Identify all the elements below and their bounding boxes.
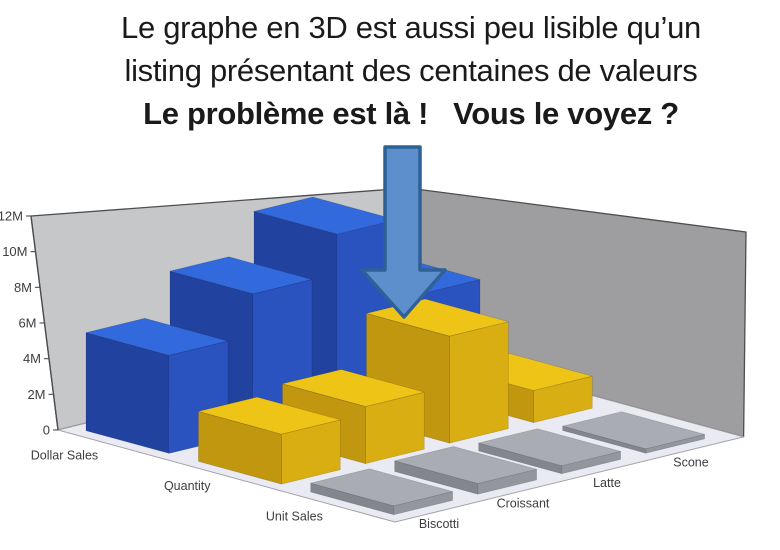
y-tick-label: 6M bbox=[18, 316, 36, 331]
category-label-latte: Latte bbox=[593, 476, 621, 490]
bar-face-top bbox=[310, 468, 453, 507]
slide-title: Le graphe en 3D est aussi peu lisible qu… bbox=[58, 6, 764, 135]
bar-face-top bbox=[562, 411, 705, 450]
bar-unit-sales-biscotti bbox=[310, 468, 453, 516]
y-tick-label: 2M bbox=[27, 387, 45, 402]
bar-face-top bbox=[198, 396, 341, 435]
y-tick-label: 0 bbox=[43, 423, 50, 438]
bar-face-top bbox=[253, 196, 397, 235]
y-tick-label: 4M bbox=[23, 351, 41, 366]
series-label-unit-sales: Unit Sales bbox=[266, 510, 323, 524]
y-tick-label: 12M bbox=[0, 209, 23, 224]
category-label-croissant: Croissant bbox=[497, 496, 550, 510]
title-line-1: Le graphe en 3D est aussi peu lisible qu… bbox=[121, 10, 701, 45]
bar-unit-sales-latte bbox=[478, 428, 621, 475]
title-line-3: Le problème est là ! Vous le voyez ? bbox=[143, 96, 679, 131]
category-label-biscotti: Biscotti bbox=[419, 517, 459, 531]
series-label-quantity: Quantity bbox=[164, 479, 211, 493]
bar-face-top bbox=[282, 369, 425, 407]
bar-face-top bbox=[394, 446, 537, 484]
series-label-dollar-sales: Dollar Sales bbox=[31, 448, 98, 462]
bar-face-top bbox=[169, 256, 313, 295]
down-arrow-annotation bbox=[360, 145, 447, 319]
title-line-2: listing présentant des centaines de vale… bbox=[124, 53, 698, 88]
category-label-scone: Scone bbox=[673, 455, 708, 469]
y-tick-label: 10M bbox=[2, 244, 27, 259]
bar-unit-sales-scone bbox=[562, 411, 705, 454]
bar-face-top bbox=[85, 317, 229, 356]
y-tick-label: 8M bbox=[14, 280, 32, 295]
bar-quantity-biscotti bbox=[198, 396, 341, 485]
bar-unit-sales-croissant bbox=[394, 446, 537, 495]
bar-face-top bbox=[478, 428, 621, 467]
bar-face-front bbox=[449, 321, 509, 444]
